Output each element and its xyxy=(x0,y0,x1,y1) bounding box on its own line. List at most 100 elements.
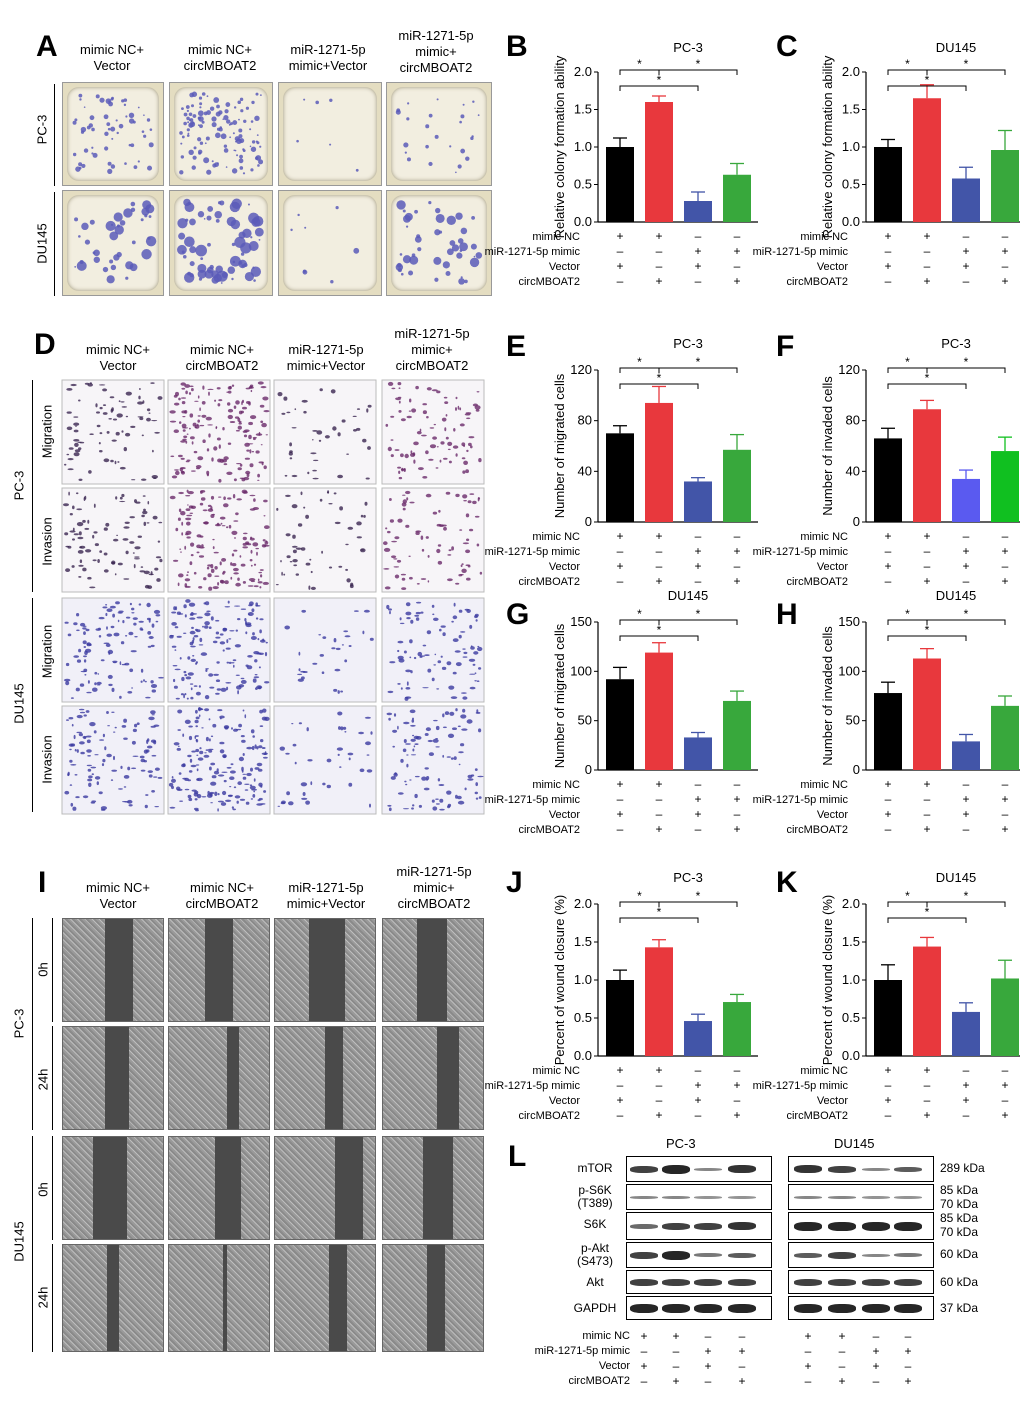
wb-band xyxy=(662,1195,690,1199)
wb-band xyxy=(728,1222,756,1230)
bar xyxy=(723,174,751,222)
wb-protein-label-line: p-Akt xyxy=(580,1241,609,1255)
wb-condition-sign: + xyxy=(838,1329,846,1343)
y-axis-label: Number of migrated cells xyxy=(552,373,567,518)
condition-label: circMBOAT2 xyxy=(786,1110,848,1122)
wound-image xyxy=(274,1136,376,1240)
panel-a-divider-1 xyxy=(54,84,55,186)
chart-c: 0.0 0.5 1.0 1.5 2.0 Relative colony formation… xyxy=(753,40,1020,288)
wb-protein-label: S6K xyxy=(583,1217,607,1231)
panel-i-divider-0h-1 xyxy=(52,918,53,1022)
condition-sign: + xyxy=(733,274,740,288)
wb-band xyxy=(828,1303,856,1313)
wound-gap xyxy=(227,1027,239,1129)
condition-sign: – xyxy=(656,244,663,258)
panel-letter-d: D xyxy=(34,328,56,361)
wound-image xyxy=(62,1244,164,1352)
wb-condition-label: Vector xyxy=(598,1360,630,1372)
panel-i-divider-du145 xyxy=(32,1136,33,1352)
significance-star: * xyxy=(637,57,642,71)
y-tick-label: 1.5 xyxy=(842,102,860,117)
condition-sign: – xyxy=(695,274,702,288)
condition-sign: – xyxy=(656,544,663,558)
y-tick-label: 120 xyxy=(838,362,860,377)
significance-bracket xyxy=(926,367,1006,373)
wb-protein-label-line: p-S6K xyxy=(578,1183,612,1197)
significance-star: * xyxy=(696,355,701,369)
bar xyxy=(645,102,673,222)
y-tick-label: 0 xyxy=(853,762,860,777)
panel-letter-g: G xyxy=(506,598,530,631)
wb-condition-sign: – xyxy=(640,1344,648,1358)
wb-condition-sign: + xyxy=(872,1344,880,1358)
condition-sign: – xyxy=(885,544,892,558)
wb-kda-label: 60 kDa xyxy=(940,1275,979,1289)
condition-label: mimic NC xyxy=(532,231,580,243)
wb-condition-sign: – xyxy=(704,1374,712,1388)
condition-sign: – xyxy=(617,1108,624,1122)
wound-gap xyxy=(335,1137,363,1239)
condition-sign: + xyxy=(694,544,701,558)
panel-i-divider-24h-2 xyxy=(52,1244,53,1352)
wb-condition-sign: – xyxy=(704,1329,712,1343)
condition-sign: – xyxy=(656,1078,663,1092)
condition-sign: + xyxy=(616,529,623,543)
wb-band xyxy=(794,1221,822,1231)
wb-band xyxy=(662,1303,690,1313)
condition-label: Vector xyxy=(549,809,581,821)
y-tick-label: 100 xyxy=(570,663,592,678)
condition-sign: + xyxy=(694,1078,701,1092)
condition-label: mimic NC xyxy=(800,779,848,791)
wb-band xyxy=(694,1195,722,1199)
condition-sign: + xyxy=(655,274,662,288)
condition-sign: + xyxy=(884,807,891,821)
condition-sign: + xyxy=(655,529,662,543)
significance-bracket xyxy=(926,901,1006,907)
bar xyxy=(645,652,673,770)
significance-bracket xyxy=(619,85,699,91)
wb-condition-sign: + xyxy=(640,1329,648,1343)
wb-condition-label: mimic NC xyxy=(582,1330,630,1342)
wb-band xyxy=(828,1278,856,1286)
wound-gap xyxy=(105,1027,129,1129)
panel-letter-a: A xyxy=(36,30,58,63)
significance-star: * xyxy=(964,355,969,369)
wb-band xyxy=(662,1250,690,1260)
significance-star: * xyxy=(964,57,969,71)
condition-sign: + xyxy=(923,822,930,836)
condition-sign: – xyxy=(1002,807,1009,821)
significance-bracket xyxy=(658,69,738,75)
chart-title: DU145 xyxy=(936,40,976,55)
condition-sign: – xyxy=(734,229,741,243)
significance-bracket xyxy=(887,635,967,641)
wb-condition-sign: + xyxy=(838,1374,846,1388)
condition-sign: + xyxy=(884,777,891,791)
condition-sign: – xyxy=(924,259,931,273)
wb-condition-sign: – xyxy=(838,1344,846,1358)
wb-condition-sign: + xyxy=(804,1359,812,1373)
wb-band xyxy=(794,1252,822,1258)
condition-sign: + xyxy=(923,1063,930,1077)
bar xyxy=(991,150,1019,222)
wound-image xyxy=(62,918,164,1022)
bar xyxy=(874,980,902,1056)
wb-band xyxy=(694,1167,722,1171)
condition-sign: – xyxy=(617,822,624,836)
wb-band xyxy=(828,1221,856,1231)
condition-label: mimic NC xyxy=(532,531,580,543)
y-tick-label: 0.5 xyxy=(842,1010,860,1025)
panel-d-col-2: mimic NC+ circMBOAT2 xyxy=(185,342,259,373)
wound-image xyxy=(168,1026,270,1130)
panel-a-divider-2 xyxy=(54,192,55,296)
wb-band xyxy=(794,1165,822,1173)
wb-condition-sign: – xyxy=(872,1329,880,1343)
significance-star: * xyxy=(925,623,930,637)
y-tick-label: 0.0 xyxy=(842,214,860,229)
significance-bracket xyxy=(619,383,699,389)
wound-gap xyxy=(105,919,133,1021)
condition-label: Vector xyxy=(817,261,849,273)
condition-sign: + xyxy=(733,244,740,258)
condition-sign: – xyxy=(734,529,741,543)
